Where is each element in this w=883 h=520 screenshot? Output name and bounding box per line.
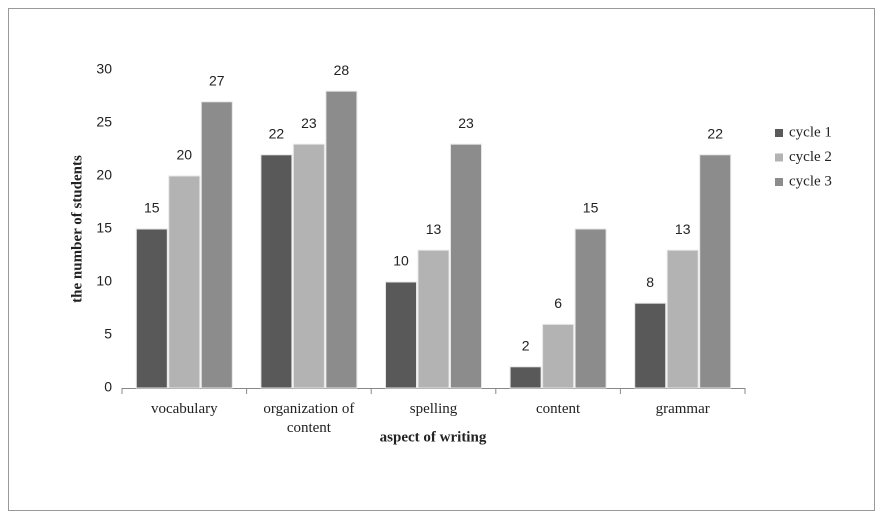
bar <box>135 228 168 389</box>
bar <box>385 281 417 389</box>
bar <box>574 228 607 389</box>
x-tick-label: spelling <box>409 401 458 417</box>
y-tick-label: 30 <box>96 61 112 77</box>
value-label: 15 <box>583 200 599 216</box>
value-label: 23 <box>458 115 474 131</box>
x-tick-label: content <box>536 401 581 417</box>
x-tick-label: organization of content <box>263 401 355 436</box>
legend-swatch <box>775 153 783 162</box>
bar <box>542 323 575 389</box>
bar <box>200 101 233 389</box>
bar <box>168 175 201 389</box>
y-axis-title: the number of students <box>69 155 85 303</box>
y-tick-label: 25 <box>96 114 112 130</box>
bar <box>417 249 450 389</box>
value-label: 27 <box>209 73 225 89</box>
value-label: 20 <box>177 147 193 163</box>
bar <box>292 143 325 389</box>
legend-swatch <box>775 178 783 186</box>
value-label: 8 <box>646 274 654 290</box>
value-label: 10 <box>393 253 409 269</box>
bar <box>634 302 667 389</box>
y-tick-label: 10 <box>96 273 112 289</box>
y-tick-label: 15 <box>96 220 112 236</box>
y-tick-label: 20 <box>96 167 112 183</box>
bar <box>509 366 542 389</box>
legend-label: cycle 3 <box>789 173 832 189</box>
value-label: 13 <box>675 221 691 237</box>
bar <box>666 249 699 389</box>
value-label: 6 <box>554 295 562 311</box>
x-tick-label: vocabulary <box>150 401 218 417</box>
value-label: 13 <box>426 221 442 237</box>
bar <box>450 143 482 389</box>
x-tick-label: grammar <box>655 401 710 417</box>
value-label: 22 <box>707 126 723 142</box>
value-label: 23 <box>301 115 317 131</box>
y-tick-label: 5 <box>104 326 112 342</box>
value-label: 28 <box>334 62 350 78</box>
bar <box>260 154 293 389</box>
legend-swatch <box>775 129 783 137</box>
bar <box>325 90 358 389</box>
value-label: 15 <box>144 200 160 216</box>
y-tick-label: 0 <box>104 379 112 395</box>
x-axis-title: aspect of writing <box>380 429 487 445</box>
legend-label: cycle 2 <box>789 149 832 165</box>
bar <box>699 154 732 389</box>
value-label: 2 <box>522 338 530 354</box>
legend-label: cycle 1 <box>789 124 832 140</box>
value-label: 22 <box>269 126 285 142</box>
